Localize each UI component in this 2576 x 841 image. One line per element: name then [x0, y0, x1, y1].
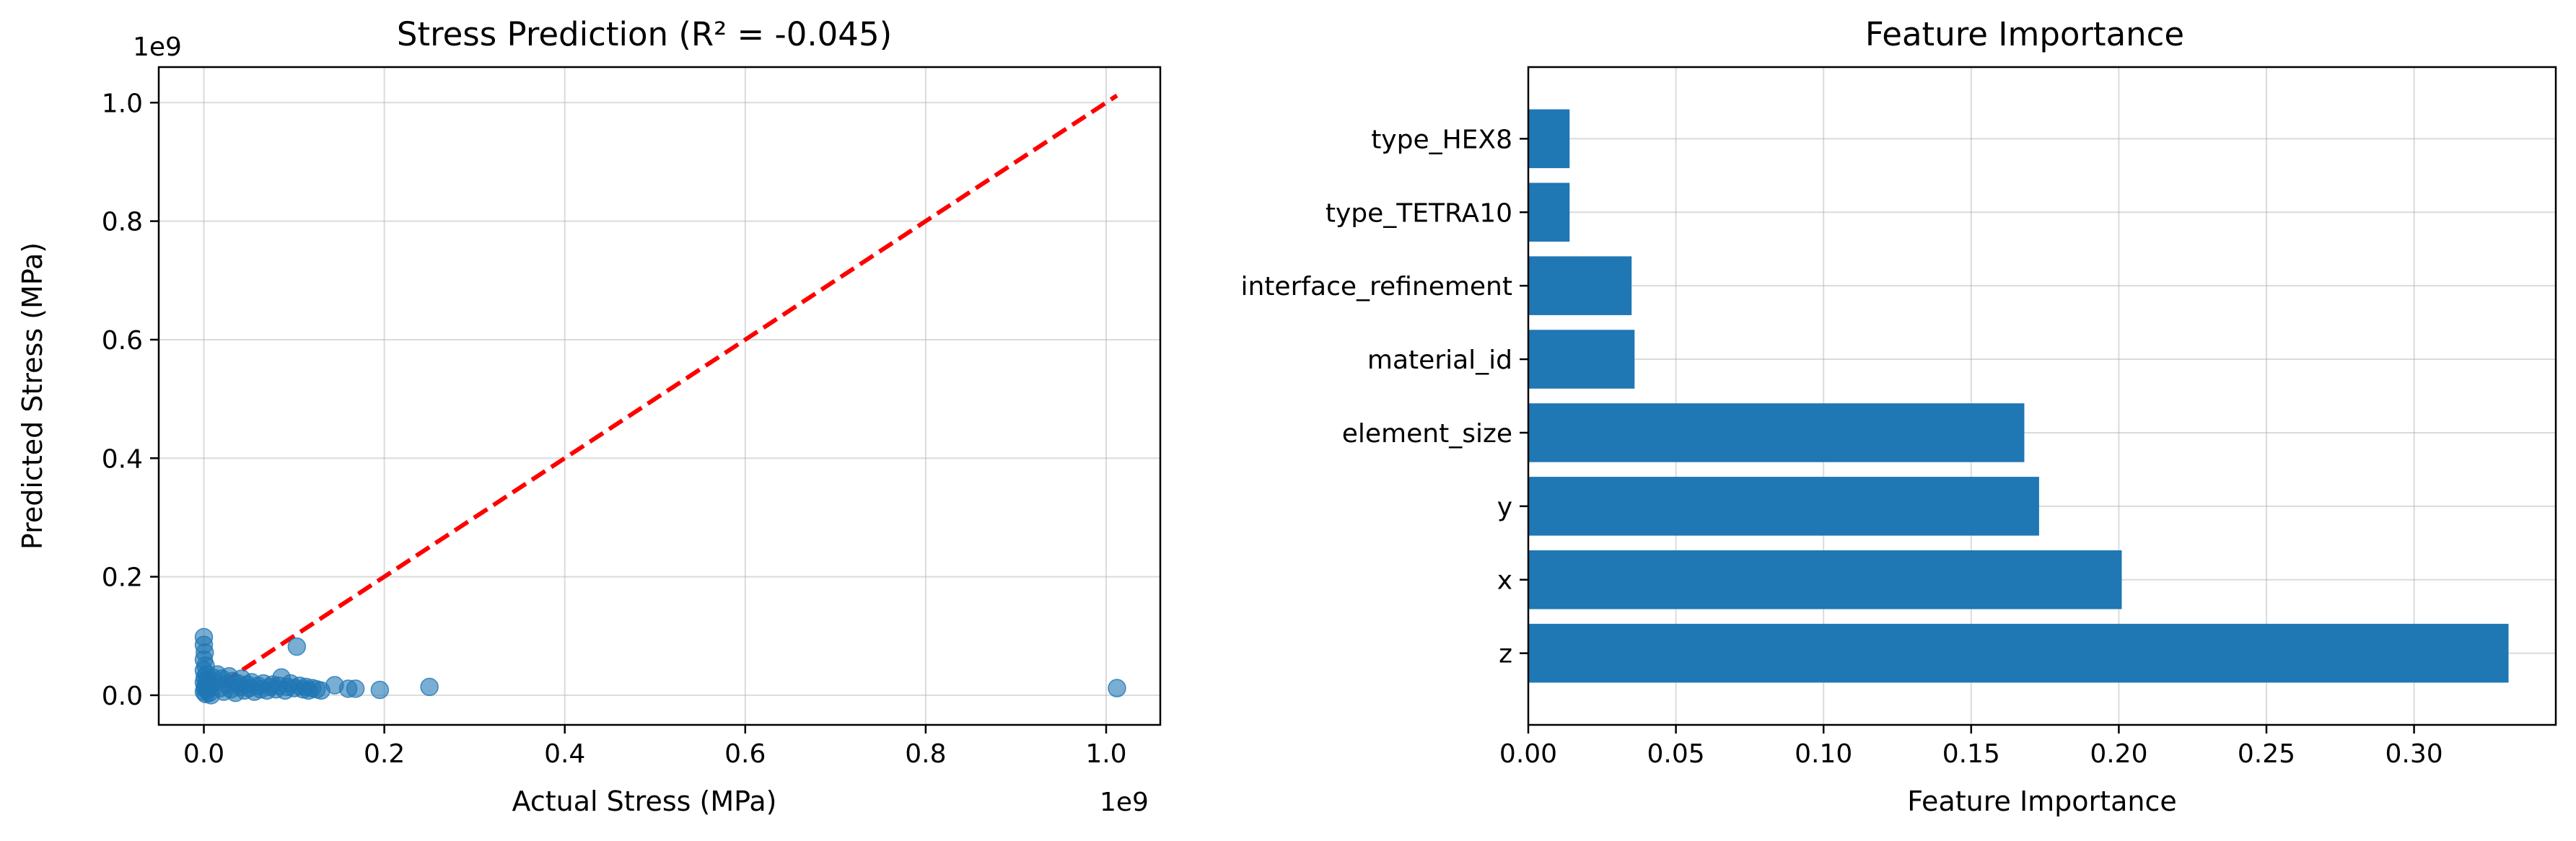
reference-line — [202, 93, 1118, 697]
bar-z — [1528, 623, 2509, 683]
scatter-y-tick-label: 0.8 — [102, 208, 143, 237]
scatter-points — [194, 628, 1126, 705]
scatter-x-tick-label: 0.8 — [905, 739, 946, 769]
bar-x-ticks: 0.00 0.05 0.10 0.15 0.20 0.25 0.30 — [1499, 725, 2443, 769]
bar-category-label: y — [1497, 493, 1512, 522]
bar-x-tick-label: 0.10 — [1795, 739, 1852, 769]
scatter-y-tick-label: 0.6 — [102, 326, 143, 356]
bar-y-ticks: z x y element_size material_id interface_refi… — [1240, 125, 1528, 669]
bar-y — [1528, 477, 2039, 536]
bar-plot-frame — [1527, 66, 2557, 726]
bar-element-size — [1528, 403, 2025, 462]
bar-type-tetra10 — [1528, 182, 1570, 242]
scatter-x-ticks: 0.0 0.2 0.4 0.6 0.8 1.0 — [183, 725, 1127, 769]
bar-x-tick-label: 0.30 — [2386, 739, 2443, 769]
scatter-x-tick-label: 0.0 — [183, 739, 224, 769]
scatter-y-tick-label: 0.0 — [102, 682, 143, 711]
scatter-y-tick-label: 1.0 — [102, 89, 143, 118]
feature-importance-chart: Feature Importance 0.00 0.05 0.10 0.15 0.20 0… — [1240, 15, 2557, 817]
bar-x-axis-label: Feature Importance — [1907, 785, 2176, 817]
scatter-point — [287, 637, 307, 656]
scatter-y-ticks: 0.0 0.2 0.4 0.6 0.8 1.0 — [102, 89, 159, 711]
bar-title: Feature Importance — [1865, 15, 2184, 53]
scatter-x-tick-label: 0.2 — [364, 739, 405, 769]
bar-category-label: material_id — [1367, 345, 1512, 375]
scatter-y-tick-label: 0.4 — [102, 444, 143, 474]
scatter-y-offset-label: 1e9 — [133, 32, 182, 62]
reference-line-segment — [202, 93, 1118, 697]
bar-category-label: z — [1499, 640, 1512, 669]
scatter-point — [346, 679, 365, 698]
bar-category-label: type_HEX8 — [1371, 125, 1512, 154]
bar-material-id — [1528, 330, 1635, 389]
bar-interface-refinement — [1528, 256, 1632, 315]
bar-x-tick-label: 0.05 — [1647, 739, 1705, 769]
bar-x-tick-label: 0.25 — [2238, 739, 2295, 769]
scatter-plot-frame — [157, 66, 1162, 726]
scatter-point — [420, 677, 439, 697]
scatter-y-axis-label: Predicted Stress (MPa) — [17, 242, 48, 550]
bars — [1528, 109, 2509, 683]
scatter-title: Stress Prediction (R² = -0.045) — [397, 15, 892, 53]
scatter-y-tick-label: 0.2 — [102, 563, 143, 593]
scatter-point — [370, 680, 390, 700]
scatter-x-tick-label: 0.6 — [724, 739, 766, 769]
scatter-point — [1108, 679, 1126, 697]
bar-category-label: x — [1497, 566, 1512, 596]
scatter-x-offset-label: 1e9 — [1100, 788, 1149, 817]
bar-category-label: interface_refinement — [1240, 272, 1512, 301]
bar-category-label: element_size — [1342, 419, 1512, 449]
stress-prediction-chart: Stress Prediction (R² = -0.045) 0.0 0.2 0.… — [17, 15, 1162, 817]
scatter-x-tick-label: 0.4 — [544, 739, 585, 769]
bar-type-hex8 — [1528, 109, 1570, 169]
bar-x-tick-label: 0.20 — [2090, 739, 2147, 769]
bar-category-label: type_TETRA10 — [1326, 198, 1512, 228]
scatter-x-tick-label: 1.0 — [1085, 739, 1126, 769]
scatter-x-axis-label: Actual Stress (MPa) — [512, 785, 777, 817]
bar-x — [1528, 550, 2122, 609]
bar-grid — [1528, 67, 2556, 725]
bar-x-tick-label: 0.15 — [1942, 739, 2000, 769]
bar-x-tick-label: 0.00 — [1499, 739, 1557, 769]
